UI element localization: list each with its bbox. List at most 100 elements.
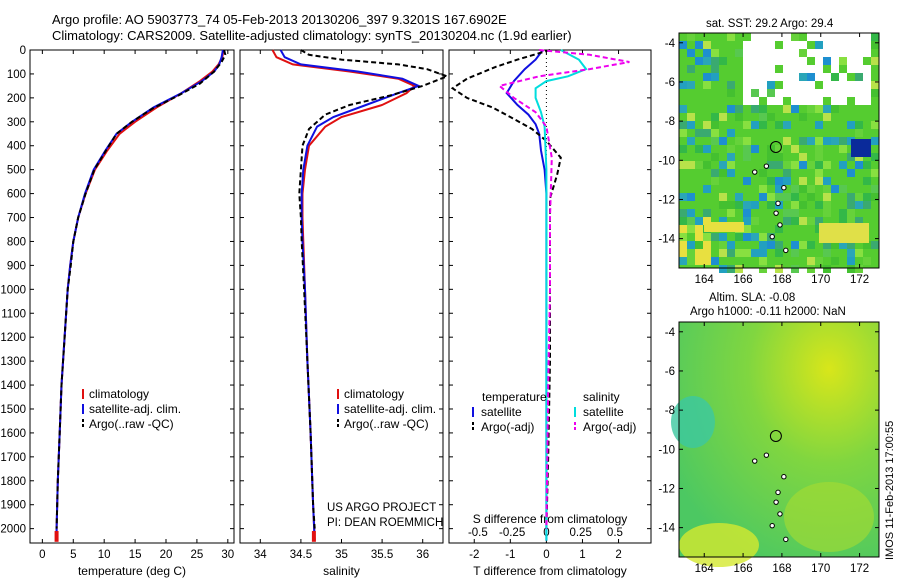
map-sst xyxy=(678,32,880,273)
sst-cell xyxy=(791,265,799,273)
sst-cell xyxy=(807,33,815,41)
sst-cell xyxy=(823,185,831,193)
sst-cell xyxy=(687,161,695,169)
sst-cell xyxy=(679,257,687,265)
sst-cell xyxy=(807,241,815,249)
sst-cell xyxy=(679,241,687,249)
map-ytick-label: -10 xyxy=(658,155,675,167)
sst-cell xyxy=(847,89,855,97)
sst-cell xyxy=(839,49,847,57)
sst-cell xyxy=(759,105,767,113)
sst-cell xyxy=(783,81,791,89)
sst-cell xyxy=(863,241,871,249)
sst-cell xyxy=(783,105,791,113)
sst-cell xyxy=(823,241,831,249)
sst-cell xyxy=(711,129,719,137)
legend-label: climatology xyxy=(344,387,404,401)
legend-label: temperature xyxy=(482,390,547,404)
sst-cell xyxy=(799,241,807,249)
sst-cell xyxy=(751,65,759,73)
sst-cell xyxy=(863,65,871,73)
sst-cell xyxy=(719,249,727,257)
sst-cell xyxy=(759,113,767,121)
sst-cell xyxy=(855,265,863,273)
sst-cell xyxy=(687,209,695,217)
sst-cell xyxy=(695,161,703,169)
ytick-label: 700 xyxy=(7,213,26,225)
map-xtick-label: 170 xyxy=(811,274,830,286)
ytick-label: 1500 xyxy=(0,404,26,416)
sst-cell xyxy=(775,145,783,153)
sst-cell xyxy=(839,41,847,49)
island-marker xyxy=(783,536,789,543)
sst-cell xyxy=(847,41,855,49)
sst-cell xyxy=(815,41,823,49)
sst-cell xyxy=(815,177,823,185)
sst-cell xyxy=(791,73,799,81)
sst-cell xyxy=(807,81,815,89)
sst-cell xyxy=(727,169,735,177)
sst-cell xyxy=(759,241,767,249)
sst-cell xyxy=(791,201,799,209)
map-frame xyxy=(678,32,880,269)
sst-cell xyxy=(687,113,695,121)
sst-cell xyxy=(831,257,839,265)
sst-cell xyxy=(799,73,807,81)
sst-cell xyxy=(743,177,751,185)
sst-cell xyxy=(704,222,744,232)
sst-cell xyxy=(703,81,711,89)
map-ytick-label: -14 xyxy=(658,523,675,535)
island-marker xyxy=(781,474,787,480)
sst-cell xyxy=(855,201,863,209)
sst-cell xyxy=(791,185,799,193)
sst-cell xyxy=(839,97,847,105)
legend-label: satellite-adj. clim. xyxy=(89,402,181,416)
sst-cell xyxy=(711,153,719,161)
sst-cell xyxy=(719,265,727,273)
sst-cell xyxy=(727,201,735,209)
sst-cell xyxy=(679,129,687,137)
sst-cell xyxy=(815,105,823,113)
sst-cell xyxy=(783,73,791,81)
island-marker xyxy=(773,499,779,505)
sst-cell xyxy=(791,81,799,89)
sst-cell xyxy=(687,249,695,257)
sst-cell xyxy=(687,49,695,57)
sst-cell xyxy=(703,241,711,249)
sst-cell xyxy=(791,89,799,97)
sst-cell xyxy=(783,33,791,41)
sst-cell xyxy=(767,201,775,209)
sst-cell xyxy=(791,217,799,225)
sst-cell xyxy=(767,65,775,73)
ytick-label: 2000 xyxy=(0,524,26,536)
sst-cell xyxy=(735,249,743,257)
sst-cell xyxy=(823,81,831,89)
sst-cell xyxy=(847,265,855,273)
sst-cell xyxy=(831,57,839,65)
sst-cell xyxy=(823,113,831,121)
sst-cell xyxy=(799,177,807,185)
sst-cell xyxy=(703,185,711,193)
sst-cell xyxy=(831,73,839,81)
salinity-axis-label: S difference from climatology xyxy=(473,512,628,526)
argo-location-marker xyxy=(769,140,782,153)
sst-cell xyxy=(695,241,703,249)
sst-cell xyxy=(863,49,871,57)
sst-cell xyxy=(727,81,735,89)
legend-label: climatology xyxy=(89,387,149,401)
sst-cell xyxy=(711,137,719,145)
sst-cell xyxy=(831,105,839,113)
ytick-label: 1400 xyxy=(0,380,26,392)
sst-cell xyxy=(823,49,831,57)
island-marker xyxy=(763,452,770,458)
sst-cell xyxy=(799,113,807,121)
sst-cell xyxy=(743,81,751,89)
sst-cell xyxy=(791,33,799,41)
bottom-marker xyxy=(54,531,59,542)
sst-cell xyxy=(871,89,879,97)
sst-cell xyxy=(703,41,711,49)
sst-cell xyxy=(823,265,831,273)
sst-cell xyxy=(855,57,863,65)
sst-cell xyxy=(775,193,783,201)
sst-cell xyxy=(679,121,687,129)
